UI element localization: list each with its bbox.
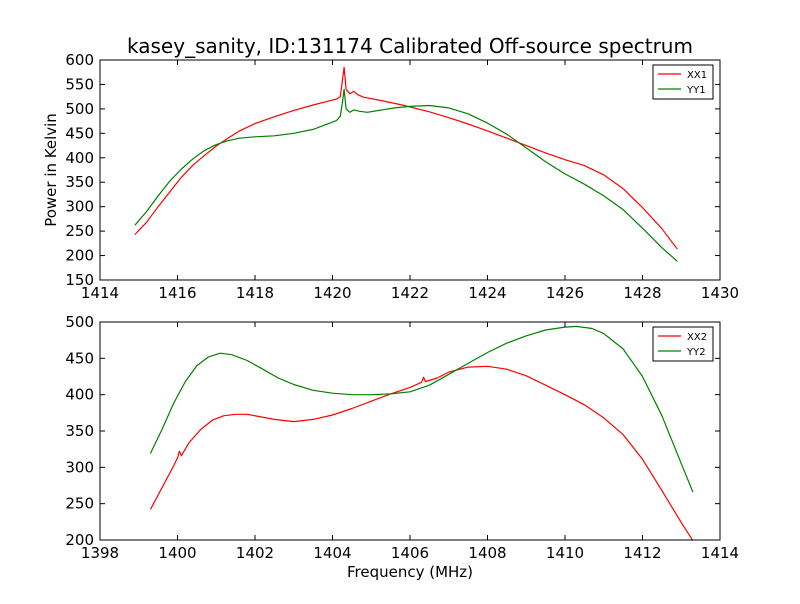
x-tick-label: 1430 [701, 284, 739, 302]
x-tick-label: 1412 [623, 544, 661, 562]
legend-box [652, 326, 714, 362]
y-tick-label: 250 [65, 222, 94, 240]
x-tick-label: 1414 [701, 544, 739, 562]
y-tick-label: 350 [65, 173, 94, 191]
x-tick-label: 1406 [391, 544, 429, 562]
y-axis-label: Power in Kelvin [42, 113, 60, 227]
x-axis-label: Frequency (MHz) [347, 563, 473, 581]
x-tick-label: 1418 [236, 284, 274, 302]
x-tick-label: 1422 [391, 284, 429, 302]
legend-label: YY2 [686, 347, 706, 358]
x-tick-label: 1416 [158, 284, 196, 302]
x-tick-label: 1400 [158, 544, 196, 562]
y-tick-label: 600 [65, 51, 94, 69]
legend-label: XX2 [687, 332, 707, 343]
y-tick-label: 400 [65, 149, 94, 167]
x-tick-label: 1428 [623, 284, 661, 302]
x-tick-label: 1408 [468, 544, 506, 562]
y-tick-label: 400 [65, 386, 94, 404]
series-line-yy2 [149, 325, 694, 493]
x-tick-label: 1410 [546, 544, 584, 562]
series-line-yy1 [134, 88, 678, 262]
legend-label: XX1 [687, 70, 707, 81]
x-tick-label: 1402 [236, 544, 274, 562]
y-tick-label: 200 [65, 531, 94, 549]
y-tick-label: 350 [65, 422, 94, 440]
legend-label: YY1 [686, 85, 706, 96]
x-tick-label: 1424 [468, 284, 506, 302]
y-tick-label: 500 [65, 100, 94, 118]
x-tick-label: 1426 [546, 284, 584, 302]
y-tick-label: 550 [65, 75, 94, 93]
x-tick-label: 1404 [313, 544, 351, 562]
chart-title: kasey_sanity, ID:131174 Calibrated Off-s… [127, 34, 693, 58]
x-tick-label: 1414 [81, 284, 119, 302]
y-tick-label: 200 [65, 247, 94, 265]
series-line-xx1 [134, 66, 678, 250]
panel-top: 1414 1416 1418 1420 1422 1424 1426 1428 1430 150 2… [42, 51, 739, 302]
y-tick-label: 500 [65, 313, 94, 331]
y-tick-label: 450 [65, 124, 94, 142]
y-tick-label: 150 [65, 271, 94, 289]
y-tick-label: 300 [65, 198, 94, 216]
y-tick-label: 300 [65, 458, 94, 476]
y-tick-label: 250 [65, 495, 94, 513]
y-tick-label: 450 [65, 349, 94, 367]
x-tick-label: 1398 [81, 544, 119, 562]
panel-bottom: 1398 1400 1402 1404 1406 1408 1410 1412 1414 200 2… [65, 313, 739, 581]
x-tick-label: 1420 [313, 284, 351, 302]
legend-box [652, 64, 714, 100]
